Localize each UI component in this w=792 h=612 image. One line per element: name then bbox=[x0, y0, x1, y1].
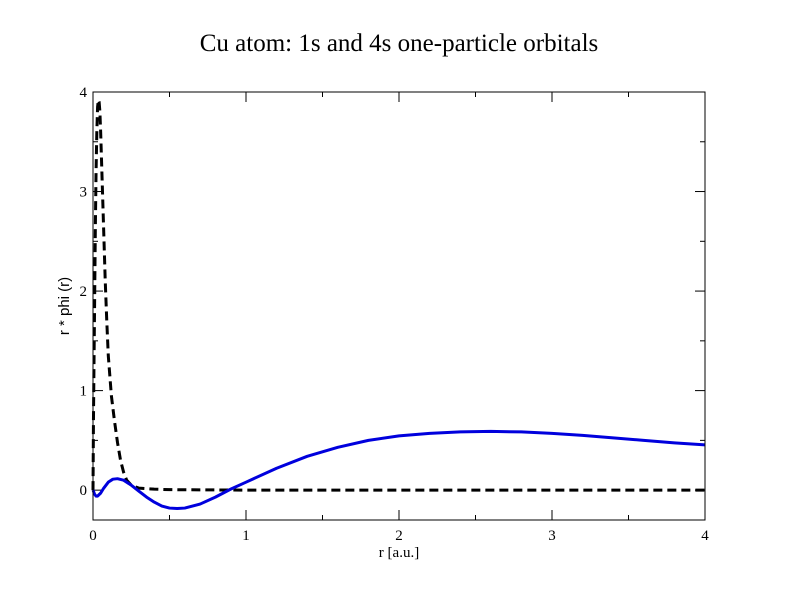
y-tick-label: 0 bbox=[80, 483, 88, 499]
series-line-2 bbox=[91, 429, 706, 511]
y-axis-label: r * phi (r) bbox=[56, 277, 73, 335]
y-tick-label: 4 bbox=[80, 85, 88, 101]
x-tick-label: 3 bbox=[548, 528, 556, 544]
x-tick-label: 2 bbox=[395, 528, 403, 544]
x-tick-label: 1 bbox=[242, 528, 250, 544]
y-tick-label: 1 bbox=[80, 384, 88, 400]
x-tick-label: 0 bbox=[89, 528, 97, 544]
tick-labels: 0 1 2 3 4 0 1 2 3 4 bbox=[80, 85, 710, 544]
x-tick-label: 4 bbox=[701, 528, 709, 544]
series-group bbox=[91, 98, 706, 511]
plot-frame bbox=[92, 91, 706, 521]
chart-title: Cu atom: 1s and 4s one-particle orbitals bbox=[200, 30, 599, 57]
y-tick-label: 2 bbox=[80, 284, 88, 300]
axis-ticks bbox=[92, 91, 706, 520]
x-axis-label: r [a.u.] bbox=[379, 545, 419, 561]
series-line-1 bbox=[91, 98, 705, 492]
y-tick-label: 3 bbox=[80, 185, 88, 201]
